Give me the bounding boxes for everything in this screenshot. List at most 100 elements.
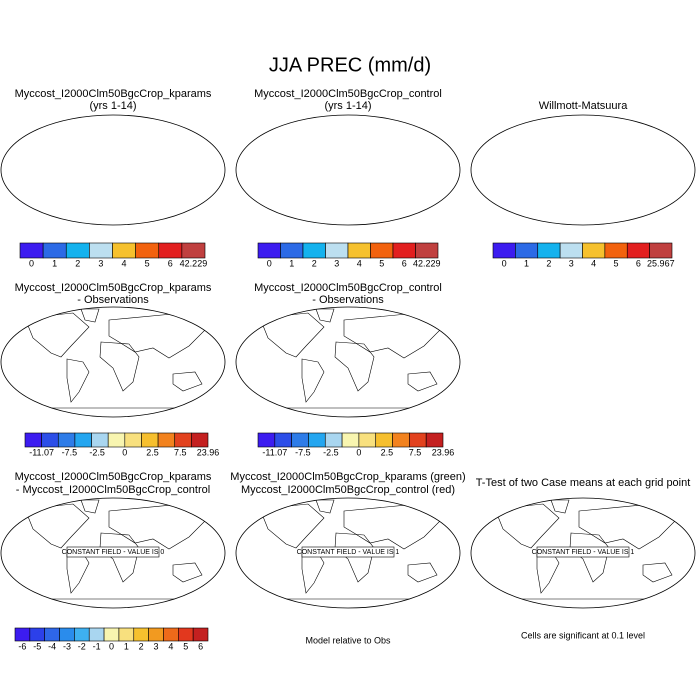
- colorbar-label: -2.5: [89, 447, 105, 457]
- colorbar-box: [88, 627, 105, 642]
- colorbar-box: [341, 432, 360, 448]
- figure-title: JJA PREC (mm/d): [269, 54, 431, 76]
- colorbar-box: [135, 242, 160, 259]
- colorbar-box: [174, 432, 192, 448]
- colorbar-label: 6: [402, 258, 407, 268]
- colorbar-box: [325, 242, 349, 259]
- panel-title: (yrs 1-14): [89, 100, 136, 112]
- panel-title: - Myccost_I2000Clm50BgcCrop_control: [16, 484, 210, 496]
- panel-title: Myccost_I2000Clm50BgcCrop_kparams: [15, 471, 212, 483]
- colorbar-box: [112, 242, 136, 259]
- colorbars: 0 1 2 3 4 5 6 42.229 0 1 2 3 4 5 6 42.229 0 1 2 3 4 5 6 25.967-…: [14, 242, 675, 651]
- colorbar-box: [178, 627, 194, 642]
- colorbar-box: [57, 432, 76, 448]
- colorbar-box: [415, 242, 439, 259]
- colorbar-label: -3: [63, 641, 71, 651]
- panel-title: Myccost_I2000Clm50BgcCrop_control (red): [241, 484, 455, 496]
- colorbar-label: -7.5: [62, 447, 78, 457]
- colorbar-box: [141, 432, 159, 448]
- colorbar-label: 6: [168, 258, 173, 268]
- colorbar-box: [409, 432, 427, 448]
- constant-field-box: CONSTANT FIELD - VALUE IS 0: [62, 546, 165, 558]
- colorbar-box: [133, 627, 149, 642]
- colorbar-label: 3: [154, 641, 159, 651]
- colorbar-box: [191, 432, 209, 448]
- colorbar-box: [582, 242, 606, 259]
- panel-title: T-Test of two Case means at each grid po…: [476, 477, 691, 489]
- colorbar-box: [41, 432, 59, 448]
- colorbar-label: 3: [334, 258, 339, 268]
- colorbar-box: [118, 627, 135, 642]
- map: [468, 112, 698, 228]
- constant-field-label: CONSTANT FIELD - VALUE IS 1: [297, 549, 400, 556]
- colorbar-box: [257, 432, 276, 448]
- colorbar-label: 2: [139, 641, 144, 651]
- colorbar-box: [157, 432, 176, 448]
- colorbar-box: [89, 242, 113, 259]
- colorbar-label: 0: [109, 641, 114, 651]
- colorbar-box: [604, 242, 628, 259]
- colorbar-box: [626, 242, 650, 259]
- colorbar-box: [29, 627, 45, 642]
- colorbar-box: [375, 432, 393, 448]
- colorbar-label: 4: [168, 641, 173, 651]
- colorbar-box: [74, 432, 92, 448]
- colorbar-box: [274, 432, 292, 448]
- colorbar-label: 2.5: [381, 447, 394, 457]
- colorbar-label: -6: [18, 641, 26, 651]
- colorbar-box: [158, 242, 183, 259]
- colorbar-label: 23.96: [197, 447, 220, 457]
- colorbar-label: 5: [145, 258, 150, 268]
- colorbar: -6 -5 -4 -3 -2 -1 0 1 2 3 4 5 6: [14, 627, 209, 651]
- colorbar-box: [74, 627, 90, 642]
- panel-title: Willmott-Matsuura: [539, 100, 629, 112]
- colorbar-box: [492, 242, 516, 259]
- colorbar-box: [358, 432, 377, 448]
- colorbar-label: 1: [289, 258, 294, 268]
- colorbar-box: [163, 627, 179, 642]
- colorbar-label: 7.5: [409, 447, 422, 457]
- colorbar-label: -7.5: [295, 447, 311, 457]
- colorbar-box: [103, 627, 120, 642]
- constant-field-label: CONSTANT FIELD - VALUE IS 0: [62, 549, 165, 556]
- constant-field-box: CONSTANT FIELD - VALUE IS 1: [297, 546, 400, 558]
- constant-field-label: CONSTANT FIELD - VALUE IS 1: [532, 549, 635, 556]
- colorbar-label: -4: [48, 641, 56, 651]
- colorbar-box: [559, 242, 583, 259]
- colorbar-label: 1: [524, 258, 529, 268]
- colorbar-label: 42.229: [413, 258, 441, 268]
- colorbar-label: 2: [546, 258, 551, 268]
- colorbar-label: 42.229: [180, 258, 208, 268]
- colorbar-box: [302, 242, 326, 259]
- colorbar-label: -11.07: [262, 447, 287, 457]
- map: [233, 112, 463, 228]
- colorbar-label: 3: [569, 258, 574, 268]
- colorbar-box: [392, 242, 416, 259]
- colorbar-label: 0: [122, 447, 127, 457]
- colorbar-label: 1: [124, 641, 129, 651]
- colorbar-box: [107, 432, 126, 448]
- panel-title: (yrs 1-14): [324, 100, 371, 112]
- colorbar-box: [324, 432, 343, 448]
- colorbar-box: [192, 627, 209, 642]
- map: [0, 304, 228, 420]
- colorbar-box: [24, 432, 42, 448]
- note: Cells are significant at 0.1 level: [521, 630, 645, 640]
- colorbar-box: [308, 432, 326, 448]
- colorbar-label: 0: [267, 258, 272, 268]
- colorbar-label: 0: [356, 447, 361, 457]
- panel-title: Myccost_I2000Clm50BgcCrop_control: [254, 282, 442, 294]
- colorbar-label: -11.07: [29, 447, 54, 457]
- colorbar-box: [14, 627, 31, 642]
- colorbar-label: 2: [312, 258, 317, 268]
- colorbar: -11.07 -7.5 -2.5 0 2.5 7.5 23.96: [257, 432, 454, 457]
- colorbar-box: [649, 242, 673, 259]
- colorbar-box: [181, 242, 206, 259]
- panel-title: Myccost_I2000Clm50BgcCrop_kparams (green…: [230, 471, 465, 483]
- colorbar-label: -1: [93, 641, 101, 651]
- colorbar-label: 5: [183, 641, 188, 651]
- colorbar-box: [257, 242, 281, 259]
- colorbar-box: [59, 627, 75, 642]
- colorbar-box: [515, 242, 539, 259]
